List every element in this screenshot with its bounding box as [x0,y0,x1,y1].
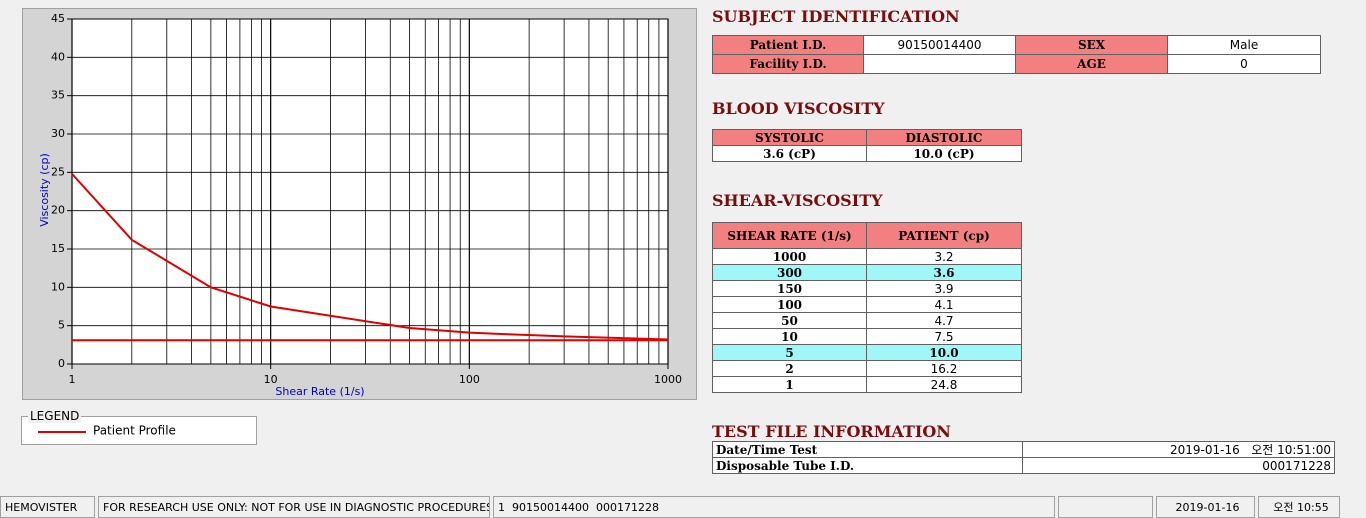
table-cell: 100 [712,296,867,313]
section-title: TEST FILE INFORMATION [712,422,951,441]
section-title: SHEAR-VISCOSITY [712,191,883,210]
table-cell: 3.9 [866,280,1022,297]
status-cell: FOR RESEARCH USE ONLY: NOT FOR USE IN DI… [98,496,490,518]
field-label: Disposable Tube I.D. [712,457,1023,474]
x-axis-label: Shear Rate (1/s) [275,385,364,398]
field-value: Male [1167,35,1321,55]
x-tick-label: 100 [459,373,480,386]
status-cell: 1 90150014400 000171228 [493,496,1055,518]
table-cell: 50 [712,312,867,329]
field-label: Facility I.D. [712,54,864,74]
y-tick-label: 10 [51,280,65,293]
status-cell: 2019-01-16 [1156,496,1255,518]
table-cell: 10.0 [866,344,1022,361]
table-cell: 1000 [712,248,867,265]
y-tick-label: 40 [51,50,65,63]
x-tick-label: 1 [69,373,76,386]
cell-value: 3.6 (cP) [712,145,867,162]
column-header: SHEAR RATE (1/s) [712,222,867,249]
field-label: Date/Time Test [712,441,1023,458]
table-cell: 7.5 [866,328,1022,345]
table-cell: 1 [712,376,867,393]
y-tick-label: 25 [51,165,65,178]
y-tick-label: 20 [51,204,65,217]
data-line [71,173,669,341]
legend-label: Patient Profile [93,424,176,438]
field-label: AGE [1015,54,1168,74]
legend: LEGEND Patient Profile [21,409,257,445]
column-header: PATIENT (cp) [866,222,1022,249]
section-title: BLOOD VISCOSITY [712,99,885,118]
y-tick-label: 30 [51,127,65,140]
field-label: Patient I.D. [712,35,864,55]
table-cell: 24.8 [866,376,1022,393]
x-tick-label: 10 [264,373,278,386]
y-tick-label: 0 [58,357,65,370]
y-tick-label: 35 [51,89,65,102]
table-cell: 16.2 [866,360,1022,377]
cell-value: 10.0 (cP) [866,145,1022,162]
table-cell: 3.2 [866,248,1022,265]
field-value: 000171228 [1022,457,1335,474]
y-tick-label: 45 [51,12,65,25]
plot-area [71,18,669,365]
x-tick-label: 1000 [654,373,682,386]
table-cell: 300 [712,264,867,281]
field-value: 2019-01-16 오전 10:51:00 [1022,441,1335,458]
column-header: DIASTOLIC [866,129,1022,146]
field-value: 0 [1167,54,1321,74]
field-value [863,54,1016,74]
table-cell: 4.7 [866,312,1022,329]
table-cell: 2 [712,360,867,377]
table-cell: 150 [712,280,867,297]
field-label: SEX [1015,35,1168,55]
status-cell [1058,496,1153,518]
y-tick-label: 15 [51,242,65,255]
table-cell: 10 [712,328,867,345]
status-cell: HEMOVISTER [0,496,95,518]
field-value: 90150014400 [863,35,1016,55]
status-cell: 오전 10:55 [1258,496,1340,518]
chart: 0 5 10 15 20 25 30 35 40 45 1 10 100 1000 Shear Rate (… [38,12,682,398]
legend-svg: Patient Profile [38,424,176,438]
y-tick-label: 5 [58,319,65,332]
y-axis-label: Viscosity (cp) [38,153,51,227]
column-header: SYSTOLIC [712,129,867,146]
table-cell: 3.6 [866,264,1022,281]
section-title: SUBJECT IDENTIFICATION [712,7,960,26]
legend-title: LEGEND [28,409,82,423]
table-cell: 4.1 [866,296,1022,313]
table-cell: 5 [712,344,867,361]
